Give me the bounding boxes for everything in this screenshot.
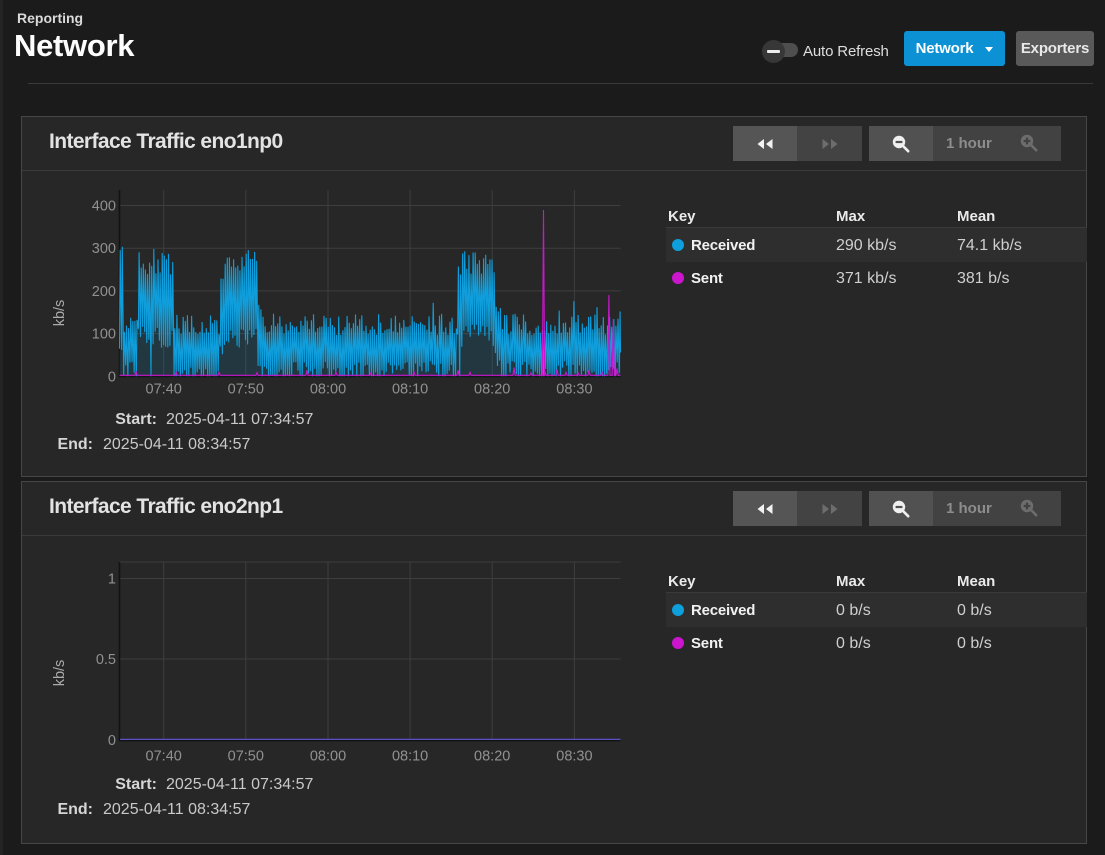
svg-text:kb/s: kb/s [52,300,68,327]
svg-text:08:10: 08:10 [392,749,428,765]
svg-text:400: 400 [92,199,116,215]
svg-text:0: 0 [108,733,116,749]
svg-text:0: 0 [108,369,116,385]
svg-text:0.5: 0.5 [96,652,116,668]
svg-text:08:10: 08:10 [392,382,428,398]
svg-text:300: 300 [92,241,116,257]
svg-text:07:50: 07:50 [228,749,264,765]
svg-text:07:40: 07:40 [146,382,182,398]
svg-text:08:30: 08:30 [556,749,592,765]
svg-text:08:20: 08:20 [474,382,510,398]
svg-text:08:00: 08:00 [310,749,346,765]
svg-text:07:40: 07:40 [146,749,182,765]
svg-text:kb/s: kb/s [52,660,68,687]
svg-text:100: 100 [92,327,116,343]
svg-text:08:20: 08:20 [474,749,510,765]
svg-text:07:50: 07:50 [228,382,264,398]
svg-text:200: 200 [92,284,116,300]
svg-text:08:30: 08:30 [556,382,592,398]
svg-text:08:00: 08:00 [310,382,346,398]
svg-text:1: 1 [108,572,116,588]
